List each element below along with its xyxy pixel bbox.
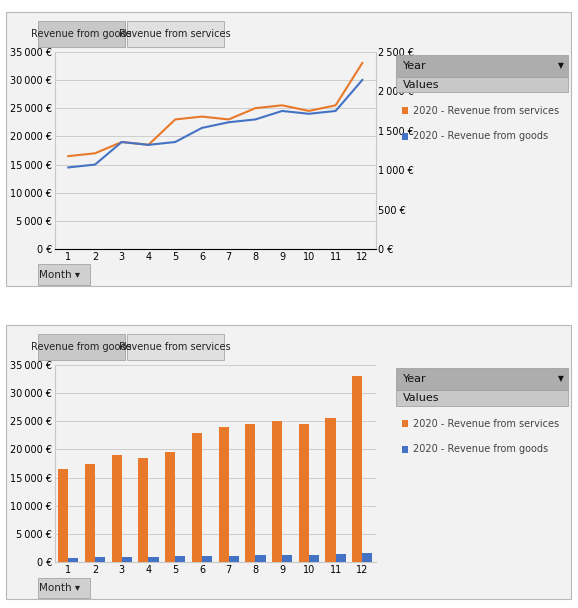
Bar	[165, 452, 175, 562]
Bar	[299, 424, 309, 562]
Text: Revenue from goods: Revenue from goods	[31, 342, 132, 352]
Text: ▼: ▼	[558, 61, 564, 70]
Bar	[245, 424, 255, 562]
Bar	[352, 376, 362, 562]
Bar	[336, 554, 346, 562]
Bar	[138, 458, 149, 562]
Bar	[218, 427, 229, 562]
Text: Revenue from services: Revenue from services	[119, 342, 231, 352]
Text: Revenue from services: Revenue from services	[119, 29, 231, 39]
Bar	[95, 558, 105, 562]
Bar	[272, 421, 282, 562]
Bar	[175, 556, 186, 562]
Text: Month ▾: Month ▾	[39, 269, 80, 280]
Bar	[68, 558, 79, 562]
Bar	[202, 556, 212, 562]
Bar	[192, 432, 202, 562]
Text: Year: Year	[403, 374, 427, 384]
Bar	[362, 553, 372, 562]
Text: Month ▾: Month ▾	[39, 582, 80, 593]
Text: 2020 - Revenue from services: 2020 - Revenue from services	[413, 106, 559, 116]
Text: 2020 - Revenue from services: 2020 - Revenue from services	[413, 419, 559, 429]
Text: Year: Year	[403, 61, 427, 71]
Text: Values: Values	[403, 80, 439, 89]
Bar	[58, 469, 68, 562]
Bar	[122, 557, 132, 562]
Bar	[325, 418, 336, 562]
Bar	[229, 556, 239, 562]
Text: 2020 - Revenue from goods: 2020 - Revenue from goods	[413, 444, 548, 454]
Bar	[309, 555, 319, 562]
Bar	[85, 463, 95, 562]
Text: Revenue from goods: Revenue from goods	[31, 29, 132, 39]
Bar	[149, 557, 158, 562]
Bar	[112, 455, 122, 562]
Bar	[282, 554, 292, 562]
Text: Values: Values	[403, 393, 439, 402]
Text: 2020 - Revenue from goods: 2020 - Revenue from goods	[413, 131, 548, 141]
Text: ▼: ▼	[558, 375, 564, 383]
Bar	[255, 554, 265, 562]
